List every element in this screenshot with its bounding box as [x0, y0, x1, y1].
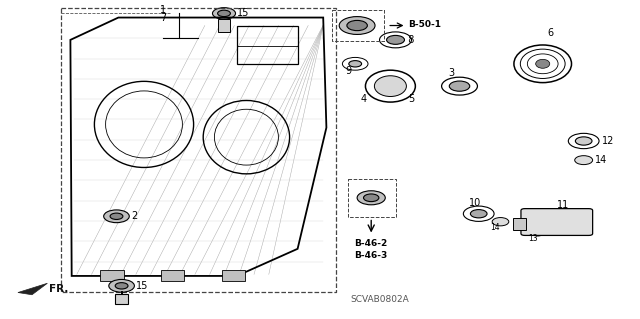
Circle shape: [212, 8, 236, 19]
Ellipse shape: [374, 76, 406, 96]
Bar: [161, 270, 184, 281]
Bar: [513, 218, 526, 230]
Circle shape: [349, 61, 362, 67]
Text: B-50-1: B-50-1: [408, 20, 442, 29]
Circle shape: [387, 35, 404, 44]
Text: 14: 14: [490, 223, 500, 232]
Bar: [100, 270, 124, 281]
Circle shape: [109, 279, 134, 292]
Text: FR.: FR.: [49, 284, 68, 294]
Circle shape: [357, 191, 385, 205]
Text: 3: 3: [448, 68, 454, 78]
Text: 5: 5: [408, 94, 415, 104]
Ellipse shape: [554, 215, 575, 229]
Text: 1: 1: [160, 5, 166, 15]
Text: 10: 10: [469, 197, 481, 208]
FancyBboxPatch shape: [521, 209, 593, 235]
Circle shape: [218, 10, 230, 17]
Text: 15: 15: [237, 8, 249, 19]
Circle shape: [449, 81, 470, 91]
Text: 6: 6: [547, 27, 554, 38]
Text: SCVAB0802A: SCVAB0802A: [351, 295, 410, 304]
Text: 11: 11: [557, 200, 569, 210]
Text: B-46-2: B-46-2: [354, 239, 387, 248]
Text: 12: 12: [602, 136, 614, 146]
Circle shape: [104, 210, 129, 223]
Circle shape: [575, 137, 592, 145]
Ellipse shape: [536, 59, 550, 68]
Text: 14: 14: [595, 155, 607, 165]
Text: 2: 2: [131, 211, 138, 221]
Circle shape: [575, 156, 593, 165]
Circle shape: [110, 213, 123, 219]
Circle shape: [492, 218, 509, 226]
Circle shape: [531, 230, 544, 236]
Text: 4: 4: [360, 94, 367, 104]
Bar: [222, 270, 245, 281]
Text: 7: 7: [160, 12, 166, 23]
Circle shape: [339, 17, 375, 34]
Circle shape: [115, 283, 128, 289]
Bar: [237, 26, 298, 64]
Circle shape: [347, 20, 367, 31]
Text: 13: 13: [529, 234, 538, 243]
Circle shape: [364, 194, 379, 202]
Text: 8: 8: [402, 35, 414, 45]
Bar: [218, 19, 230, 32]
Polygon shape: [18, 283, 47, 295]
Text: B-46-3: B-46-3: [354, 251, 387, 260]
Bar: [115, 294, 128, 304]
Circle shape: [470, 210, 487, 218]
Ellipse shape: [530, 215, 552, 229]
Text: 9: 9: [346, 66, 352, 76]
Text: 15: 15: [136, 281, 148, 291]
